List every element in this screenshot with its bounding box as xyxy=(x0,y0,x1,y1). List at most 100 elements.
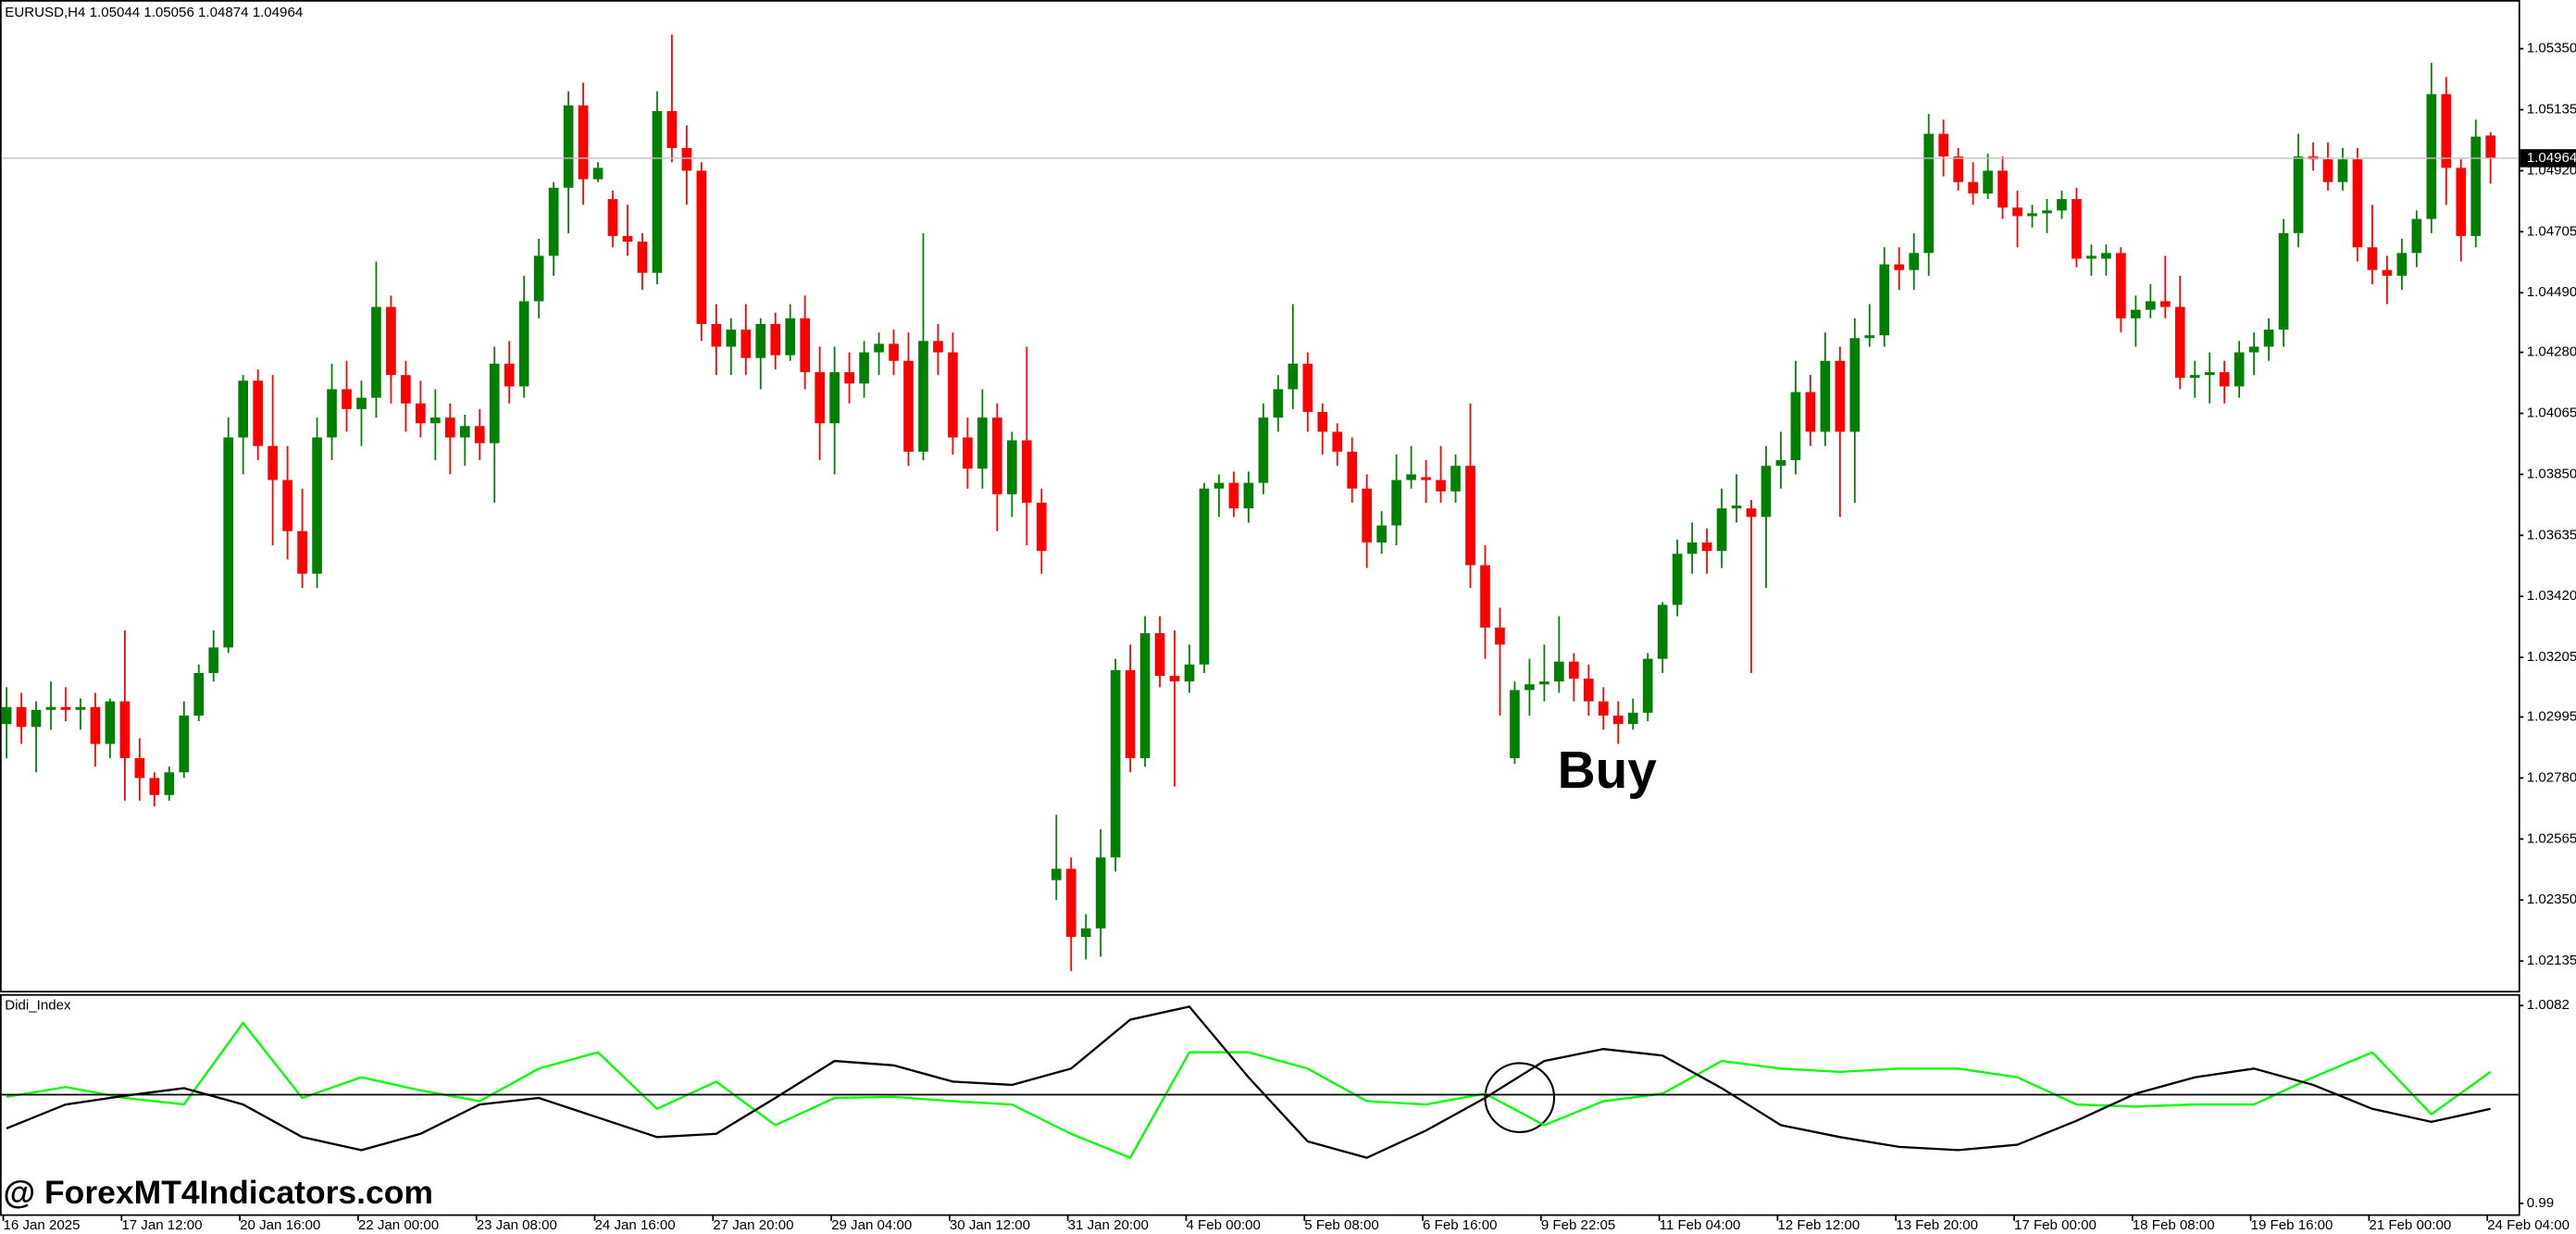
candle-body xyxy=(844,372,854,384)
candle-body xyxy=(1879,264,1890,336)
candle-body xyxy=(874,343,884,353)
x-tick-label: 18 Feb 08:00 xyxy=(2133,1217,2215,1233)
candle-body xyxy=(1139,633,1151,758)
candle-body xyxy=(948,352,958,438)
candle-body xyxy=(2012,207,2022,217)
buy-annotation: Buy xyxy=(1558,742,1658,800)
candle-body xyxy=(1716,508,1727,552)
candle-body xyxy=(770,323,781,355)
x-tick-label: 30 Jan 12:00 xyxy=(950,1217,1030,1233)
candle-body xyxy=(1790,392,1801,461)
y-tick-label: 1.04065 xyxy=(2527,405,2576,420)
candle-body xyxy=(711,323,722,347)
candle-body xyxy=(416,403,426,424)
y-tick-label: 1.02135 xyxy=(2527,953,2576,968)
candle-body xyxy=(1125,669,1136,758)
x-tick-label: 6 Feb 16:00 xyxy=(1423,1217,1497,1233)
candle-body xyxy=(1583,679,1594,702)
candle-body xyxy=(208,647,219,673)
candle-body xyxy=(474,426,485,443)
candle-body xyxy=(1051,868,1062,880)
candle-body xyxy=(2086,256,2097,259)
candle-body xyxy=(696,170,707,324)
candle-body xyxy=(1923,133,1935,254)
candle-body xyxy=(592,168,604,180)
candle-body xyxy=(1021,440,1032,504)
candle-body xyxy=(1612,715,1624,725)
candle-body xyxy=(2174,306,2185,379)
candle-body xyxy=(282,480,292,531)
candle-body xyxy=(1465,466,1475,566)
x-tick-label: 5 Feb 08:00 xyxy=(1304,1217,1378,1233)
candle-body xyxy=(2278,232,2289,330)
candle-body xyxy=(1302,363,1313,412)
candle-body xyxy=(75,706,86,710)
candle-body xyxy=(1317,411,1328,432)
candle-body xyxy=(1894,264,1905,270)
candle-body xyxy=(1199,488,1210,665)
x-tick-label: 20 Jan 16:00 xyxy=(240,1217,320,1233)
candle-body xyxy=(1258,418,1269,483)
candle-body xyxy=(504,363,515,387)
candle-body xyxy=(2204,372,2215,376)
candle-body xyxy=(1273,389,1284,418)
candle-body xyxy=(1228,482,1239,509)
y-tick-label: 1.02780 xyxy=(2527,769,2576,785)
y-tick-label: 1.03205 xyxy=(2527,649,2576,665)
candle-body xyxy=(2145,301,2156,310)
candle-body xyxy=(918,341,928,452)
candle-body xyxy=(1495,627,1505,645)
candle-body xyxy=(2322,159,2333,182)
candle-body xyxy=(518,301,529,387)
candle-body xyxy=(992,418,1002,494)
candle-body xyxy=(1288,363,1299,390)
candle-body xyxy=(652,111,663,273)
candle-body xyxy=(253,380,263,446)
x-tick-label: 31 Jan 20:00 xyxy=(1068,1217,1149,1233)
indicator-pane xyxy=(0,993,2520,1216)
candle-body xyxy=(1731,505,1742,509)
candle-body xyxy=(785,318,796,355)
candle-body xyxy=(2426,93,2437,219)
candle-body xyxy=(1184,664,1195,682)
x-tick-label: 22 Jan 00:00 xyxy=(358,1217,439,1233)
candle-body xyxy=(622,235,633,243)
x-tick-label: 27 Jan 20:00 xyxy=(713,1217,793,1233)
candle-body xyxy=(16,706,27,728)
candle-body xyxy=(1421,477,1431,480)
candle-body xyxy=(119,701,131,758)
y-tick-label: 1.03635 xyxy=(2527,527,2576,542)
candle-body xyxy=(548,187,559,256)
candle-body xyxy=(1243,482,1254,509)
candle-body xyxy=(2352,159,2363,248)
y-tick-label: 1.02350 xyxy=(2527,891,2576,907)
candle-body xyxy=(1701,542,1712,552)
candle-body xyxy=(800,318,811,373)
candle-body xyxy=(2367,247,2378,270)
candle-body xyxy=(1657,605,1668,659)
candle-body xyxy=(637,242,648,273)
bid-label-box xyxy=(2520,149,2576,168)
candle-body xyxy=(1686,542,1698,555)
candle-body xyxy=(2159,301,2171,307)
candle-body xyxy=(2411,218,2422,254)
candle-body xyxy=(2219,372,2230,387)
indicator-title: Didi_Index xyxy=(5,997,71,1013)
x-tick-label: 9 Feb 22:05 xyxy=(1541,1217,1615,1233)
candle-body xyxy=(1539,681,1549,685)
candle-body xyxy=(726,330,737,347)
candle-body xyxy=(889,343,899,361)
x-tick-label: 19 Feb 16:00 xyxy=(2251,1217,2333,1233)
candle-body xyxy=(1510,690,1520,758)
candle-body xyxy=(134,757,145,779)
candle-body xyxy=(2470,136,2482,236)
candle-body xyxy=(1775,460,1786,467)
indicator-line xyxy=(6,1021,2492,1160)
candle-body xyxy=(342,389,352,409)
candle-body xyxy=(963,437,973,469)
candle-body xyxy=(45,706,56,710)
candle-body xyxy=(1953,156,1963,182)
candle-body xyxy=(386,306,396,376)
candle-body xyxy=(149,778,160,795)
candle-body xyxy=(60,706,71,710)
